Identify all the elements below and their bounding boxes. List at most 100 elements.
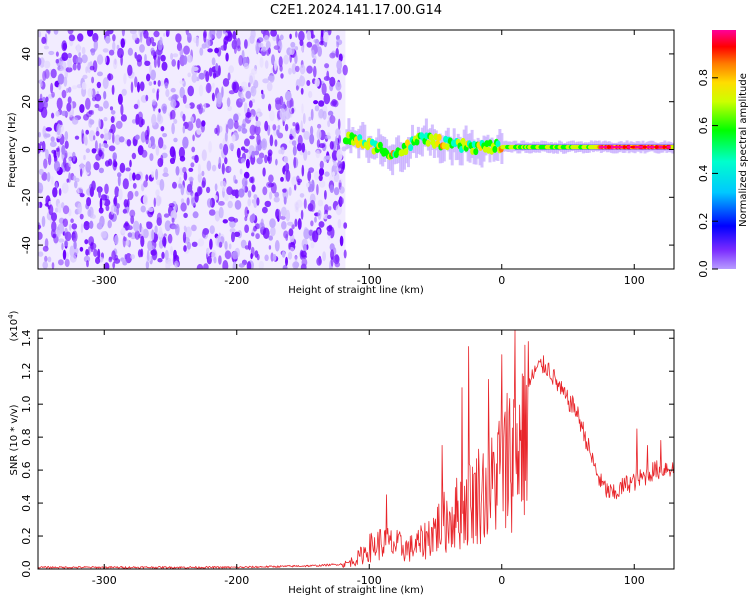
snr-x-label: Height of straight line (km) [288,585,424,596]
noise-blob [69,245,75,257]
noise-blob [335,204,342,216]
noise-blob [333,161,338,167]
noise-blob [209,225,215,235]
noise-blob [201,177,207,188]
noise-blob [308,116,312,122]
noise-blob [172,53,179,58]
noise-blob [198,84,204,97]
noise-blob [79,104,85,113]
noise-blob [308,90,313,99]
noise-blob [279,34,284,41]
noise-blob [113,58,118,70]
noise-blob [79,246,84,252]
noise-blob [268,103,272,112]
noise-blob [254,124,261,136]
signal-blob [444,143,450,151]
noise-blob [89,242,97,250]
noise-blob [57,73,65,85]
noise-blob [144,53,147,63]
noise-blob [159,36,163,46]
noise-blob [187,72,191,78]
signal-peak [666,145,671,149]
noise-blob [313,65,317,78]
noise-blob [281,251,286,258]
noise-blob [301,142,306,153]
spectrogram-signal [342,118,674,176]
noise-blob [69,254,77,263]
noise-blob [197,163,201,175]
noise-blob [164,249,169,261]
noise-blob [195,37,199,47]
noise-blob [322,251,326,262]
noise-blob [334,135,338,148]
noise-blob [234,179,238,184]
noise-blob [224,240,228,250]
noise-blob [317,123,322,129]
signal-peak [626,145,632,149]
noise-blob [164,82,169,89]
noise-blob [98,187,102,199]
noise-blob [145,174,149,182]
noise-blob [272,124,277,131]
noise-blob [38,251,44,257]
noise-blob [112,41,116,52]
noise-blob [100,231,107,239]
noise-blob [50,82,54,94]
noise-blob [225,52,229,62]
noise-blob [152,88,156,94]
noise-blob [150,69,157,81]
noise-blob [269,73,275,83]
noise-blob [222,260,229,269]
noise-blob [268,235,274,241]
noise-blob [339,235,344,247]
noise-blob [151,113,157,126]
signal-blob [436,133,442,141]
noise-blob [318,221,325,228]
noise-blob [224,35,230,41]
noise-blob [270,226,276,237]
noise-blob [85,97,91,110]
noise-blob [99,221,103,229]
noise-blob [183,225,187,231]
colorbar-gradient [712,30,736,269]
noise-blob [240,239,247,249]
noise-blob [67,96,72,104]
noise-blob [233,113,239,123]
y-tick-label: 1.4 [20,329,33,347]
noise-blob [155,145,160,156]
noise-blob [317,199,324,207]
noise-blob [91,76,95,84]
noise-blob [109,106,114,111]
noise-blob [329,141,334,150]
noise-blob [261,46,267,52]
noise-blob [300,87,304,95]
noise-blob [283,156,289,163]
noise-blob [61,202,65,209]
spectrogram-y-axis: -40 -20 0 20 40 [20,47,674,254]
noise-blob [165,89,170,98]
noise-blob [191,66,199,71]
noise-blob [300,250,307,258]
noise-blob [281,221,287,230]
noise-blob [320,32,324,45]
noise-blob [159,179,165,191]
noise-blob [247,38,251,47]
y-tick-label: 0 [20,146,33,153]
noise-blob [79,193,85,198]
noise-blob [190,116,194,123]
noise-blob [114,134,121,146]
noise-blob [55,181,58,190]
noise-blob [121,88,127,96]
signal-halo [434,130,438,151]
noise-blob [71,85,78,90]
noise-blob [279,108,286,121]
noise-blob [171,59,176,67]
noise-blob [257,112,260,118]
noise-blob [116,206,119,216]
noise-blob [316,139,321,148]
noise-blob [208,141,213,153]
noise-blob [244,224,250,233]
noise-blob [222,78,230,87]
